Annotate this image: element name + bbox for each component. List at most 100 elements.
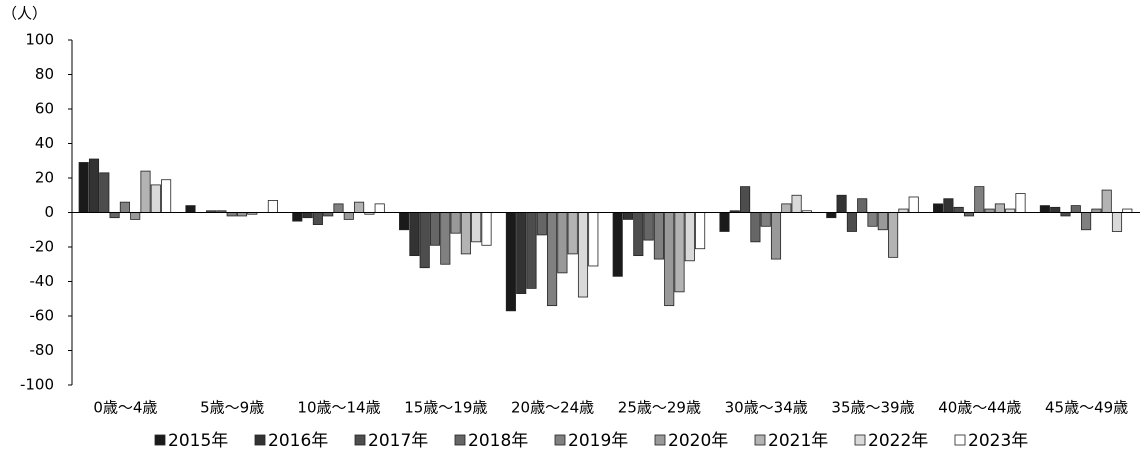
y-tick-label: -80 [30, 341, 55, 359]
bar [674, 212, 685, 293]
bar [877, 212, 888, 231]
x-tick-label: 20歳～24歳 [511, 399, 594, 417]
bar [312, 212, 323, 225]
bar [450, 212, 461, 234]
bar [888, 212, 899, 258]
bar [984, 208, 995, 213]
bar [429, 212, 441, 246]
y-tick-label: 40 [35, 134, 54, 152]
legend-label: 2015年 [168, 431, 228, 451]
bar [440, 212, 451, 265]
legend-swatch [654, 434, 666, 446]
legend-label: 2019年 [568, 431, 628, 451]
bar [664, 212, 675, 307]
bar [567, 212, 578, 255]
legend-label: 2021年 [768, 431, 828, 451]
bar [302, 212, 313, 219]
bar [908, 196, 919, 213]
y-tick-label: 60 [35, 100, 54, 118]
bar [354, 201, 365, 213]
x-tick-label: 35歳～39歳 [831, 399, 914, 417]
legend-swatch [854, 434, 866, 446]
bar [750, 212, 761, 243]
x-tick-label: 10歳～14歳 [297, 399, 380, 417]
bar [399, 212, 410, 231]
bar [109, 212, 120, 219]
x-tick-label: 30歳～34歳 [725, 399, 808, 417]
x-tick-label: 25歳～29歳 [618, 399, 701, 417]
bar [1015, 193, 1026, 213]
bar [994, 203, 1005, 213]
bar [267, 200, 278, 213]
legend-label: 2020年 [668, 431, 728, 451]
legend-label: 2016年 [268, 431, 328, 451]
bar [1005, 208, 1016, 213]
legend-label: 2018年 [468, 431, 528, 451]
y-tick-label: 80 [35, 65, 54, 83]
bar [612, 212, 623, 277]
bar [791, 194, 802, 213]
bar [622, 212, 634, 220]
x-tick-label: 0歳～4歳 [93, 399, 157, 417]
bar [1060, 212, 1071, 217]
bar [653, 212, 664, 260]
legend-swatch [554, 434, 566, 446]
legend-swatch [354, 434, 366, 446]
bar [536, 212, 547, 236]
bar [505, 212, 516, 312]
bar [963, 212, 975, 217]
bar [419, 212, 430, 269]
bar [719, 212, 730, 232]
bar [409, 212, 420, 257]
bar [867, 212, 878, 227]
bar [88, 158, 100, 213]
bar [557, 212, 568, 274]
bar [226, 212, 237, 217]
bar [1081, 212, 1092, 231]
bar [471, 212, 482, 243]
legend-label: 2023年 [968, 431, 1028, 451]
legend-swatch [954, 434, 966, 446]
bar [577, 212, 589, 298]
bar [684, 212, 695, 262]
legend-label: 2022年 [868, 431, 928, 451]
bar [516, 212, 527, 294]
x-tick-label: 15歳～19歳 [404, 399, 487, 417]
bar [185, 205, 196, 213]
bar [460, 212, 471, 255]
bar [374, 203, 385, 213]
bar [943, 198, 954, 213]
bar [323, 212, 334, 217]
bar [99, 172, 110, 213]
bar [826, 212, 837, 219]
y-unit-label: （人） [2, 5, 47, 23]
x-tick-label: 5歳～9歳 [200, 399, 264, 417]
bar [836, 194, 847, 213]
y-tick-label: -60 [30, 307, 55, 325]
y-tick-label: 0 [44, 203, 54, 221]
bar [333, 203, 344, 213]
y-tick-label: -20 [30, 238, 55, 256]
y-tick-label: -40 [30, 272, 55, 290]
bar [760, 212, 771, 227]
y-tick-label: 100 [25, 31, 54, 49]
bar [1039, 205, 1050, 213]
bar [953, 206, 964, 213]
bar [770, 212, 782, 260]
bar [526, 212, 537, 289]
bar [740, 186, 751, 213]
bar [292, 212, 303, 222]
x-tick-label: 40歳～44歳 [938, 399, 1021, 417]
bar [1070, 205, 1081, 213]
bar [974, 186, 985, 213]
bar [236, 212, 248, 217]
y-tick-label: -100 [20, 376, 54, 394]
bar [633, 212, 644, 257]
bar [857, 198, 868, 213]
y-tick-label: 20 [35, 169, 54, 187]
legend-swatch [154, 434, 166, 446]
bar [547, 212, 558, 307]
bar [150, 184, 161, 213]
bar [933, 203, 944, 213]
